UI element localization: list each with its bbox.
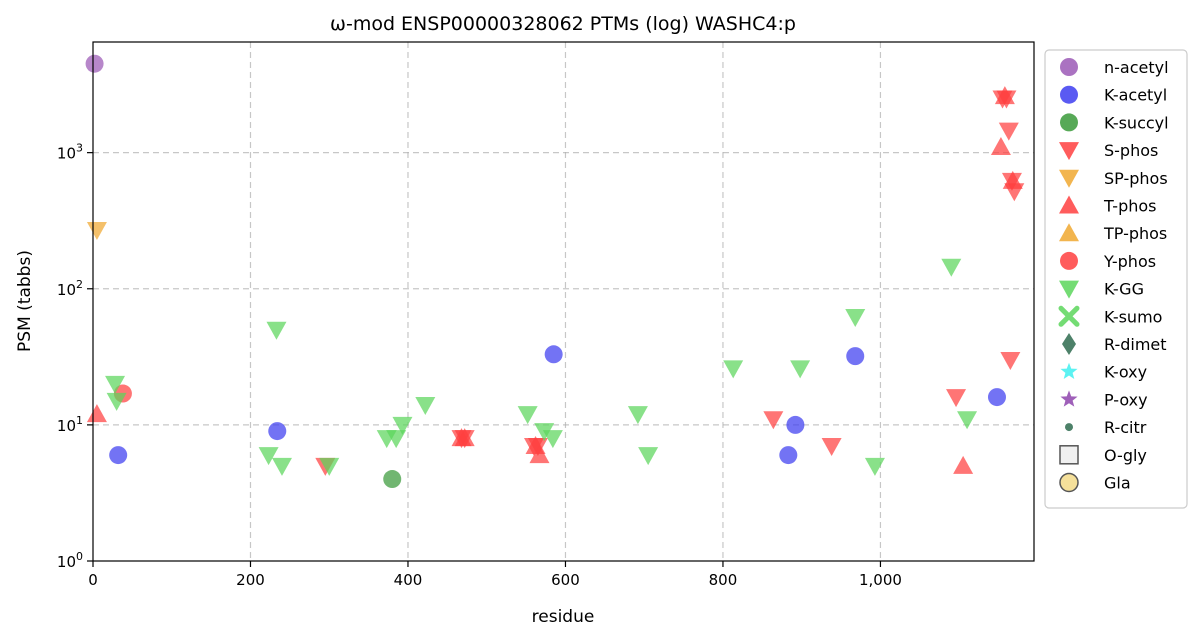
y-tick-label: 102 (57, 278, 83, 299)
legend-marker-tp-phos (1059, 223, 1079, 242)
point-t-phos (86, 404, 107, 423)
legend-label-n-acetyl: n-acetyl (1104, 58, 1169, 77)
point-k-gg (106, 392, 127, 411)
point-s-phos (1000, 351, 1021, 370)
legend-marker-k-gg (1059, 280, 1079, 299)
chart-title: ω-mod ENSP00000328062 PTMs (log) WASHC4:… (330, 13, 796, 35)
point-k-acetyl (987, 388, 1006, 407)
legend-marker-p-oxy (1060, 390, 1078, 407)
legend-label-r-citr: R-citr (1104, 418, 1147, 437)
point-k-gg (957, 411, 978, 430)
point-k-acetyl (544, 345, 563, 364)
point-k-gg (542, 430, 563, 449)
point-k-gg (638, 447, 659, 466)
point-t-phos (454, 428, 475, 447)
legend-label-k-succyl: K-succyl (1104, 113, 1169, 132)
x-tick-label: 400 (394, 571, 423, 589)
legend-marker-k-sumo (1058, 305, 1080, 327)
point-k-gg (627, 406, 648, 425)
point-s-phos (998, 122, 1019, 141)
point-k-gg (864, 457, 885, 476)
legend-box (1044, 49, 1188, 509)
legend-label-t-phos: T-phos (1103, 197, 1157, 216)
point-t-phos (994, 86, 1015, 105)
point-k-gg (271, 457, 292, 476)
legend-label-gla: Gla (1104, 474, 1131, 493)
point-sp-phos (86, 222, 107, 241)
legend-label-r-dimet: R-dimet (1104, 335, 1167, 354)
y-tick-label: 100 (57, 550, 83, 571)
legend-marker-y-phos (1060, 251, 1078, 270)
legend-label-k-sumo: K-sumo (1104, 307, 1162, 326)
data-points (85, 54, 1025, 489)
legend-label-s-phos: S-phos (1104, 141, 1158, 160)
legend-marker-t-phos (1059, 195, 1079, 214)
plot-frame (92, 41, 1035, 562)
point-k-acetyl (268, 422, 287, 441)
point-s-phos (821, 437, 842, 456)
point-k-gg (392, 416, 413, 435)
point-k-gg (105, 375, 126, 394)
legend-label-k-gg: K-GG (1104, 280, 1144, 299)
legend-marker-k-acetyl (1060, 85, 1078, 104)
legend-marker-n-acetyl (1060, 58, 1078, 76)
grid-lines (93, 42, 1034, 561)
legend-label-k-oxy: K-oxy (1104, 363, 1147, 382)
x-tick-label: 0 (88, 571, 98, 589)
x-tick-label: 600 (551, 571, 580, 589)
point-k-gg (723, 360, 744, 379)
legend-marker-r-citr (1065, 423, 1073, 432)
x-tick-label: 1,000 (859, 571, 902, 589)
point-k-gg (266, 321, 287, 340)
point-k-gg (415, 396, 436, 415)
legend-label-p-oxy: P-oxy (1104, 390, 1148, 409)
legend-label-y-phos: Y-phos (1103, 252, 1156, 271)
point-k-acetyl (779, 446, 798, 465)
legend-label-o-gly: O-gly (1104, 446, 1147, 465)
axis-ticks: 0 200 400 600 800 1,000 100 101 102 103 (57, 142, 902, 589)
x-axis-label: residue (532, 607, 595, 627)
point-k-succyl (383, 470, 402, 489)
point-n-acetyl (85, 54, 104, 73)
point-k-gg (258, 447, 279, 466)
legend: n-acetyl K-acetyl K-succyl S-phos SP-phos T-p… (1044, 49, 1188, 509)
legend-label-tp-phos: TP-phos (1103, 224, 1167, 243)
point-k-acetyl (846, 347, 865, 366)
point-t-phos (529, 445, 550, 464)
point-k-gg (941, 258, 962, 277)
legend-marker-k-succyl (1060, 113, 1078, 132)
legend-marker-s-phos (1059, 142, 1079, 161)
legend-marker-gla (1059, 472, 1079, 493)
point-t-phos (990, 137, 1011, 156)
point-s-phos (763, 411, 784, 430)
legend-label-sp-phos: SP-phos (1104, 169, 1168, 188)
x-tick-label: 800 (709, 571, 738, 589)
y-axis-label: PSM (tabbs) (15, 250, 35, 352)
point-k-acetyl (109, 446, 128, 465)
y-tick-label: 101 (57, 414, 83, 435)
point-t-phos (1002, 170, 1023, 189)
point-t-phos (953, 455, 974, 474)
point-k-gg (386, 430, 407, 449)
legend-marker-k-oxy (1060, 362, 1078, 379)
point-k-acetyl (786, 415, 805, 434)
legend-marker-r-dimet (1062, 333, 1076, 355)
point-s-phos (946, 389, 967, 408)
point-k-gg (319, 457, 340, 476)
y-tick-label: 103 (57, 142, 83, 163)
legend-marker-sp-phos (1059, 169, 1079, 188)
point-k-gg (517, 406, 538, 425)
legend-marker-o-gly (1059, 445, 1079, 465)
point-k-gg (845, 309, 866, 328)
point-k-gg (790, 360, 811, 379)
x-tick-label: 200 (236, 571, 265, 589)
legend-label-k-acetyl: K-acetyl (1104, 86, 1167, 105)
